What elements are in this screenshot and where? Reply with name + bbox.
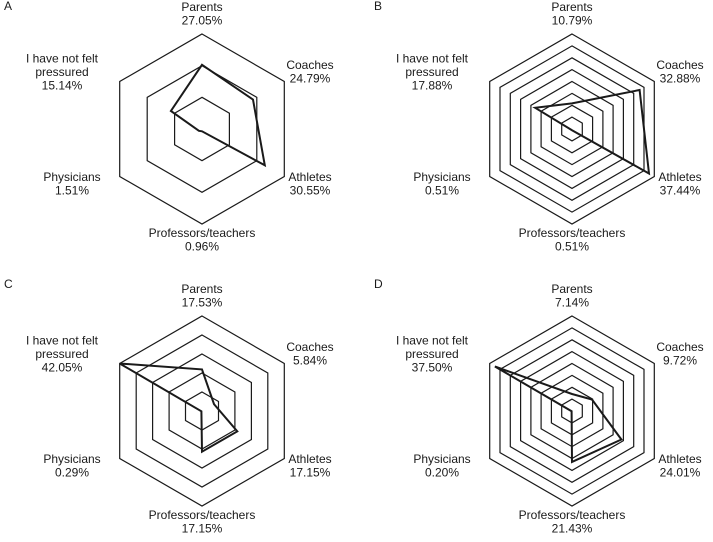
grid-ring <box>530 80 614 178</box>
axis-label: Athletes 37.44% <box>658 170 701 198</box>
data-series-line <box>119 362 239 454</box>
grid-ring <box>489 315 655 507</box>
axis-label: Parents 7.14% <box>551 282 592 310</box>
axis-label: Parents 17.53% <box>181 282 222 310</box>
data-series-line <box>494 365 623 464</box>
axis-label: Physicians 0.29% <box>43 452 100 480</box>
axis-label: Athletes 17.15% <box>288 452 331 480</box>
radar-panel-c: C Parents 17.53% Coaches 5.84% Athletes 17.15%… <box>4 277 334 536</box>
axis-label: I have not felt pressured 37.50% <box>396 333 469 374</box>
grid-ring <box>489 33 655 225</box>
radar-panel-b: B Parents 10.79% Coaches 32.88% Athletes 37.44… <box>374 0 704 254</box>
axis-label: Professors/teachers 17.15% <box>149 508 256 536</box>
axis-label: Physicians 1.51% <box>43 170 100 198</box>
radar-panel-a: A Parents 27.05% Coaches 24.79% Athletes 30.55… <box>4 0 334 254</box>
axis-label: Physicians 0.51% <box>413 170 470 198</box>
grid-ring <box>561 116 583 142</box>
axis-label: I have not felt pressured 15.14% <box>26 51 99 92</box>
axis-label: Physicians 0.20% <box>413 452 470 480</box>
grid-ring <box>519 68 625 190</box>
axis-label: Professors/teachers 21.43% <box>519 508 626 536</box>
grid-ring <box>509 57 635 201</box>
axis-label: Professors/teachers 0.51% <box>519 226 626 254</box>
axis-label: Coaches 9.72% <box>656 340 703 368</box>
axis-label: I have not felt pressured 17.88% <box>396 51 469 92</box>
grid-ring <box>119 33 285 225</box>
radar-panel-d: D Parents 7.14% Coaches 9.72% Athletes 24.01% P… <box>374 277 704 536</box>
grid-ring <box>146 65 258 193</box>
axis-label: Athletes 24.01% <box>658 452 701 480</box>
data-series-line <box>169 63 267 168</box>
panel-letter: D <box>374 277 383 291</box>
axis-label: Coaches 32.88% <box>656 58 703 86</box>
panel-letter: B <box>374 0 382 13</box>
axis-label: Parents 27.05% <box>181 0 222 28</box>
grid-ring <box>499 45 645 213</box>
axis-label: Parents 10.79% <box>551 0 592 28</box>
axis-label: Professors/teachers 0.96% <box>149 226 256 254</box>
axis-label: I have not felt pressured 42.05% <box>26 333 99 374</box>
data-series-line <box>532 88 651 176</box>
axis-label: Athletes 30.55% <box>288 170 331 198</box>
panel-letter: C <box>4 277 13 291</box>
axis-label: Coaches 24.79% <box>286 58 333 86</box>
axis-label: Coaches 5.84% <box>286 340 333 368</box>
grid-ring <box>174 96 230 162</box>
panel-letter: A <box>4 0 12 13</box>
